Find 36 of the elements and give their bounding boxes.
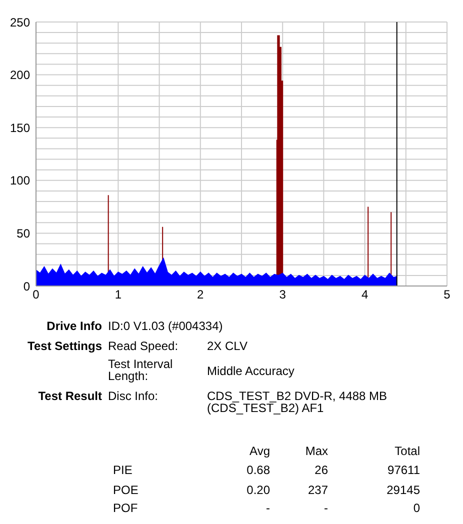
text: Disc Info: <box>108 389 158 403</box>
text: CDS_TEST_B2 DVD-R, 4488 MB (CDS_TEST_B2) AF1 <box>207 389 388 415</box>
text: POE <box>113 483 138 497</box>
text: 0.20 <box>246 483 270 497</box>
text: Total <box>394 444 420 458</box>
text: Max <box>305 444 328 458</box>
y-tick-label: 250 <box>10 15 30 30</box>
y-tick-label: 100 <box>10 174 30 188</box>
text: - <box>266 501 270 515</box>
x-tick-label: 3 <box>279 288 286 302</box>
text: PIE <box>113 463 132 477</box>
x-tick-label: 1 <box>114 288 122 302</box>
text: 26 <box>314 463 328 477</box>
text: Test Settings <box>28 339 102 353</box>
y-tick-label: 150 <box>10 120 30 135</box>
text: 0 <box>413 501 420 515</box>
text: 29145 <box>386 483 420 497</box>
text: 237 <box>308 483 328 497</box>
x-tick-label: 2 <box>197 288 204 302</box>
text: ID:0 V1.03 (#004334) <box>108 319 223 333</box>
y-tick-label: 200 <box>10 68 30 82</box>
x-tick-label: 5 <box>444 288 451 302</box>
text: Read Speed: <box>108 339 178 353</box>
y-tick-label: 50 <box>16 226 30 240</box>
text: 2X CLV <box>207 339 248 353</box>
text: 0.68 <box>246 463 270 477</box>
text: Drive Info <box>46 319 102 333</box>
text: POF <box>113 501 138 515</box>
text: Avg <box>250 444 270 458</box>
text: Test Result <box>38 389 102 403</box>
text: - <box>324 501 328 515</box>
text: Middle Accuracy <box>207 364 294 378</box>
text: Test Interval Length: <box>108 357 174 383</box>
x-tick-label: 0 <box>32 288 40 302</box>
text: 97611 <box>388 463 420 477</box>
x-tick-label: 4 <box>361 288 368 302</box>
